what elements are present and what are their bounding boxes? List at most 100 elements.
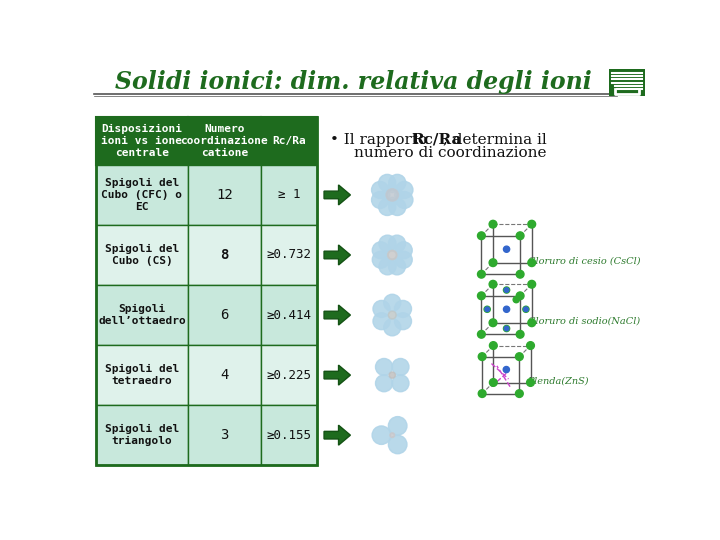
Circle shape	[489, 220, 497, 228]
Circle shape	[528, 259, 536, 267]
Circle shape	[484, 306, 490, 312]
Bar	[482, 236, 520, 274]
Text: Spigoli del
triangolo: Spigoli del triangolo	[105, 424, 179, 446]
Bar	[482, 356, 519, 394]
Circle shape	[372, 181, 389, 198]
Bar	[96, 345, 188, 405]
Circle shape	[516, 353, 523, 361]
Circle shape	[478, 353, 486, 361]
Circle shape	[388, 311, 396, 319]
Text: Spigoli
dell’ottaedro: Spigoli dell’ottaedro	[98, 304, 186, 326]
Circle shape	[372, 192, 389, 208]
Text: 4: 4	[220, 368, 229, 382]
Text: Solidi ionici: dim. relativa degli ioni: Solidi ionici: dim. relativa degli ioni	[115, 70, 592, 94]
Bar	[96, 117, 188, 165]
Circle shape	[478, 390, 486, 397]
Bar	[96, 225, 188, 285]
Circle shape	[388, 435, 407, 454]
Circle shape	[516, 390, 523, 397]
Circle shape	[528, 319, 536, 327]
Bar	[96, 117, 317, 465]
Circle shape	[395, 251, 413, 268]
Text: ≥0.414: ≥0.414	[266, 308, 312, 321]
Text: numero di coordinazione: numero di coordinazione	[354, 146, 546, 160]
Circle shape	[389, 199, 406, 215]
Circle shape	[477, 232, 485, 240]
Bar	[188, 225, 261, 285]
Text: Numero
coordinazione
catione: Numero coordinazione catione	[181, 124, 269, 158]
Circle shape	[513, 296, 519, 303]
Text: ≥0.155: ≥0.155	[266, 429, 312, 442]
Circle shape	[389, 258, 405, 275]
Circle shape	[528, 220, 536, 228]
Text: Blenda(ZnS): Blenda(ZnS)	[527, 376, 589, 385]
Text: 3: 3	[220, 428, 229, 442]
Polygon shape	[324, 305, 351, 325]
Bar	[609, 69, 645, 96]
Bar	[261, 225, 317, 285]
Circle shape	[523, 307, 528, 312]
Text: Cloruro di cesio (CsCl): Cloruro di cesio (CsCl)	[528, 256, 640, 265]
Bar	[261, 117, 317, 165]
Circle shape	[376, 359, 392, 375]
Circle shape	[526, 379, 534, 386]
Bar	[261, 345, 317, 405]
Circle shape	[395, 190, 404, 200]
Text: ≥0.225: ≥0.225	[266, 369, 312, 382]
Bar	[96, 285, 188, 345]
Bar	[188, 405, 261, 465]
Circle shape	[389, 235, 405, 252]
Circle shape	[504, 288, 509, 292]
Circle shape	[477, 271, 485, 278]
Text: ≥0.732: ≥0.732	[266, 248, 312, 261]
Bar	[188, 345, 261, 405]
Text: Spigoli del
Cubo (CS): Spigoli del Cubo (CS)	[105, 244, 179, 266]
Circle shape	[528, 280, 536, 288]
Circle shape	[516, 330, 524, 338]
Circle shape	[396, 181, 413, 198]
Circle shape	[395, 313, 412, 330]
Circle shape	[384, 319, 401, 336]
Text: Rc/Ra: Rc/Ra	[411, 132, 462, 146]
Circle shape	[379, 174, 396, 191]
Circle shape	[503, 367, 510, 373]
Circle shape	[372, 426, 391, 444]
Circle shape	[395, 300, 412, 318]
Bar	[188, 285, 261, 345]
Circle shape	[523, 306, 529, 312]
Circle shape	[526, 342, 534, 349]
Bar	[96, 405, 188, 465]
Polygon shape	[324, 185, 351, 205]
Circle shape	[388, 416, 407, 435]
Polygon shape	[324, 245, 351, 265]
Circle shape	[516, 271, 524, 278]
Text: Rc/Ra: Rc/Ra	[272, 136, 306, 146]
Circle shape	[392, 359, 409, 375]
Circle shape	[477, 292, 485, 300]
Text: 12: 12	[216, 188, 233, 202]
Circle shape	[477, 330, 485, 338]
Circle shape	[503, 306, 510, 312]
Circle shape	[376, 375, 392, 392]
Text: 8: 8	[220, 248, 229, 262]
Circle shape	[379, 235, 396, 252]
Circle shape	[372, 242, 390, 259]
Circle shape	[389, 174, 406, 191]
Circle shape	[503, 287, 510, 293]
Circle shape	[386, 189, 398, 201]
Circle shape	[390, 433, 395, 437]
Circle shape	[373, 313, 390, 330]
Circle shape	[490, 342, 498, 349]
Circle shape	[504, 326, 509, 331]
Circle shape	[387, 251, 397, 260]
Bar	[96, 165, 188, 225]
Circle shape	[389, 372, 395, 378]
Bar	[261, 405, 317, 465]
Polygon shape	[324, 425, 351, 445]
Circle shape	[384, 294, 401, 311]
Text: 6: 6	[220, 308, 229, 322]
Bar	[188, 165, 261, 225]
Circle shape	[490, 379, 498, 386]
Circle shape	[392, 375, 409, 392]
Text: Cloruro di sodio(NaCl): Cloruro di sodio(NaCl)	[528, 316, 640, 325]
